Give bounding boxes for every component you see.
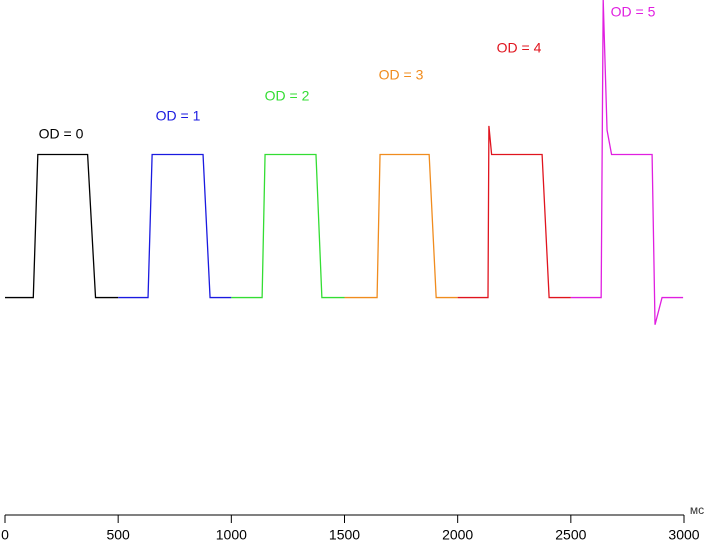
series-line <box>5 153 119 299</box>
series-label: OD = 0 <box>39 126 84 142</box>
series-line <box>344 153 458 299</box>
x-tick-label: 0 <box>1 527 9 542</box>
series-label: OD = 5 <box>611 4 656 20</box>
series-line <box>457 125 571 299</box>
series-label: OD = 4 <box>497 40 542 56</box>
series-label: OD = 3 <box>379 67 424 83</box>
x-tick-label: 1500 <box>329 527 360 542</box>
x-tick-label: 2000 <box>442 527 473 542</box>
series-line <box>231 153 345 299</box>
series-line <box>118 153 232 299</box>
x-tick-label: 3000 <box>668 527 699 542</box>
x-tick-label: 500 <box>106 527 130 542</box>
series-label: OD = 1 <box>156 108 201 124</box>
x-tick-label: 1000 <box>216 527 247 542</box>
x-tick-label: 2500 <box>555 527 586 542</box>
x-axis-label: мс <box>690 503 704 517</box>
series-label: OD = 2 <box>265 88 310 104</box>
series-line <box>570 0 684 325</box>
